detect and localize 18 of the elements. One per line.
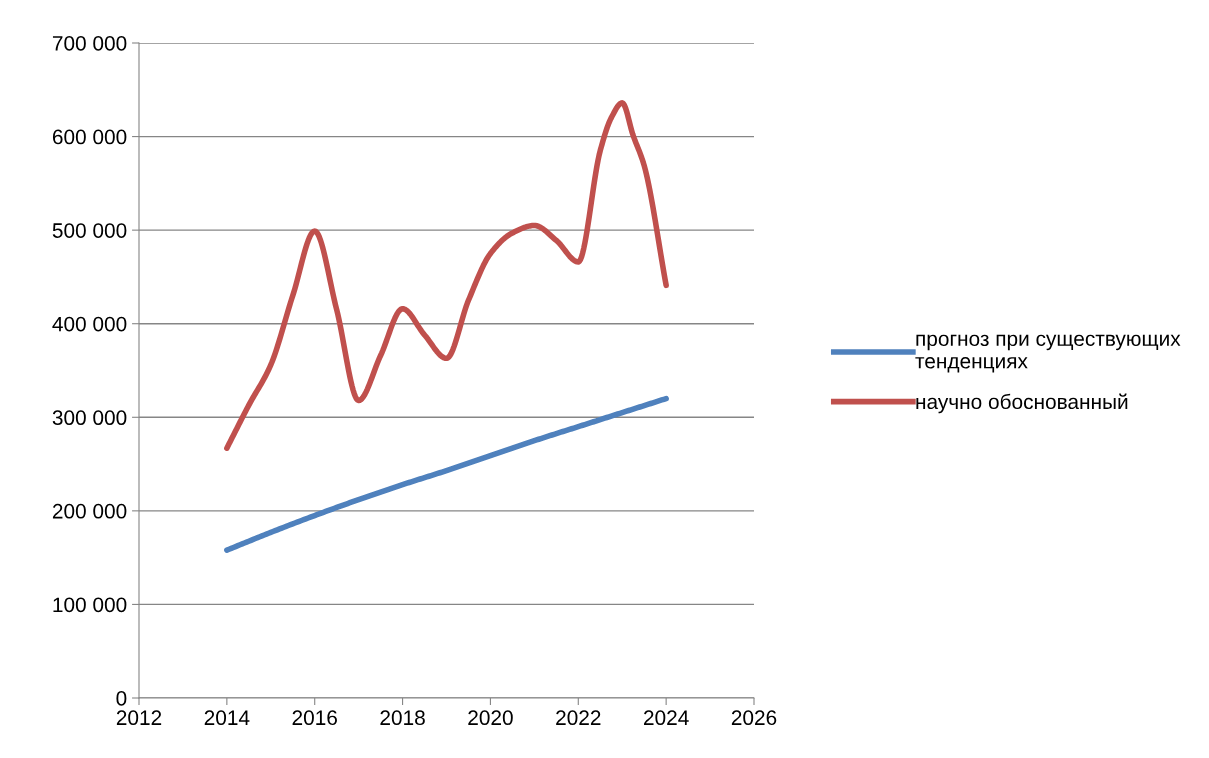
x-tick-label: 2018 — [380, 710, 425, 726]
x-tick-label: 2022 — [556, 710, 601, 726]
legend-label: прогноз при существующих тенденциях — [915, 334, 1181, 373]
x-tick-label: 2012 — [116, 710, 162, 726]
x-tick-label: 2020 — [468, 710, 513, 726]
x-tick-label: 2016 — [292, 710, 337, 726]
y-tick-label: 400 000 — [52, 316, 127, 332]
y-tick-label: 600 000 — [52, 129, 127, 145]
y-tick-label: 0 — [116, 691, 127, 706]
y-tick-label: 500 000 — [52, 223, 127, 238]
legend-label: научно обоснованный — [916, 393, 1128, 414]
y-tick-label: 100 000 — [53, 597, 127, 613]
x-tick-label: 2014 — [204, 710, 250, 726]
y-tick-label: 200 000 — [52, 503, 127, 519]
x-tick-label: 2024 — [644, 710, 689, 726]
x-tick-label: 2026 — [731, 710, 777, 726]
y-tick-label: 300 000 — [52, 410, 127, 426]
y-tick-label: 700 000 — [52, 36, 127, 51]
